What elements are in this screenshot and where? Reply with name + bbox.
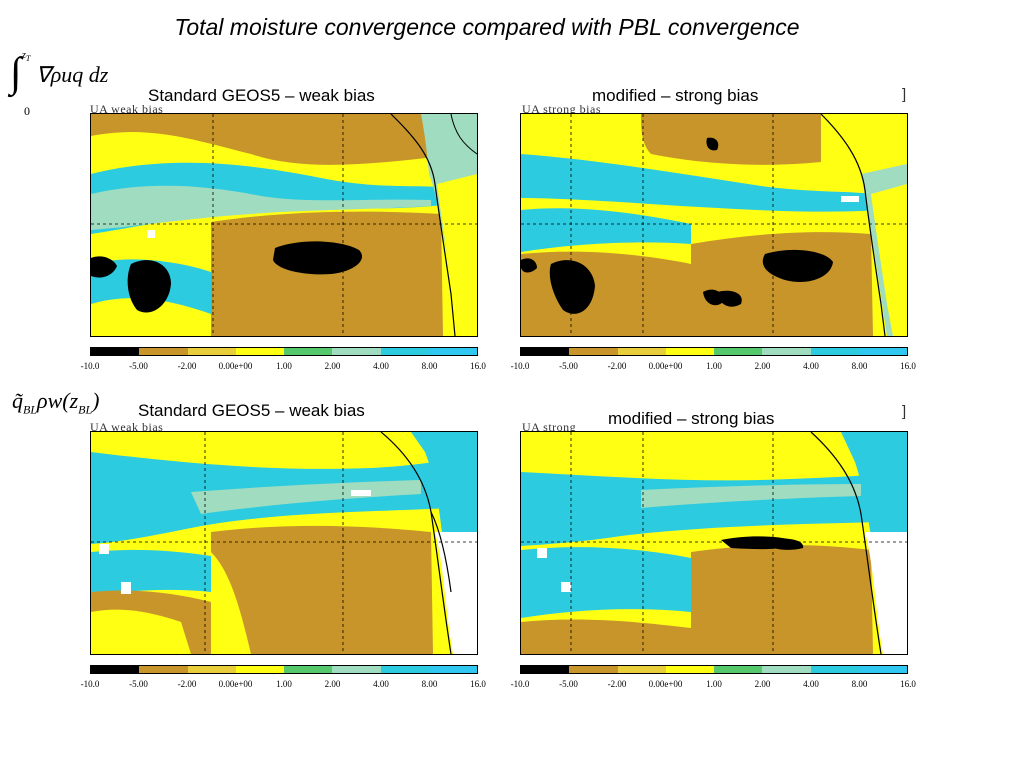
colorbar-tick-label: 2.00	[754, 679, 771, 689]
panel-label-top-right: modified – strong bias	[592, 86, 759, 105]
colorbar-segment	[617, 666, 666, 673]
panel-header-bottom-right: UA strong	[522, 420, 577, 434]
map-panel-top-left	[90, 113, 478, 337]
colorbar-tick-label: 2.00	[324, 361, 341, 371]
colorbar-tick-label: 4.00	[803, 679, 819, 689]
colorbar-segment	[139, 348, 188, 355]
colorbar-segment	[665, 666, 714, 673]
colorbar-segment	[139, 666, 188, 673]
colorbar-tick-label: -10.0	[80, 361, 100, 371]
colorbar-tick-label: -2.00	[607, 361, 627, 371]
colorbar-tick-label: 0.00e+00	[218, 361, 253, 371]
colorbar-bottom-right	[520, 665, 908, 674]
colorbar-tick-label: -10.0	[510, 679, 530, 689]
integral-sign: ∫	[10, 50, 22, 96]
colorbar-ticks-top-left: -10.0 -5.00 -2.00 0.00e+00 1.00 2.00 4.00 8.00 1…	[81, 361, 486, 373]
colorbar-tick-label: 1.00	[706, 679, 722, 689]
map-panel-bottom-right	[520, 431, 908, 655]
colorbar-tick-label: 8.00	[421, 361, 438, 371]
colorbar-tick-label: 16.0	[470, 361, 486, 371]
panel-header-bottom-left: UA weak bias	[90, 420, 164, 434]
colorbar-segment	[569, 666, 618, 673]
panel-label-top-left: Standard GEOS5 – weak bias	[148, 86, 375, 105]
colorbar-segment	[521, 666, 570, 673]
colorbar-segment	[569, 348, 618, 355]
colorbar-tick-label: -5.00	[129, 361, 148, 371]
colorbar-tick-label: -10.0	[510, 361, 530, 371]
colorbar-tick-label: 0.00e+00	[648, 361, 683, 371]
colorbar-segment	[332, 348, 381, 355]
map-panel-bottom-left	[90, 431, 478, 655]
colorbar-tick-label: 2.00	[324, 679, 341, 689]
panel-header-top-right: UA strong bias	[522, 102, 601, 116]
colorbar-ticks-bottom-right: -10.0 -5.00 -2.00 0.00e+00 1.00 2.00 4.00 8.00 1…	[511, 679, 916, 691]
colorbar-tick-label: -5.00	[559, 679, 578, 689]
colorbar-tick-label: 1.00	[276, 679, 292, 689]
colorbar-top-left	[90, 347, 478, 356]
colorbar-top-right	[520, 347, 908, 356]
colorbar-segment	[187, 666, 236, 673]
integral-lower-limit: 0	[24, 104, 30, 118]
colorbar-segment	[187, 348, 236, 355]
colorbar-tick-label: -5.00	[559, 361, 578, 371]
colorbar-tick-label: 16.0	[900, 679, 916, 689]
colorbar-ticks-bottom-left: -10.0 -5.00 -2.00 0.00e+00 1.00 2.00 4.00 8.00 1…	[81, 679, 486, 691]
colorbar-tick-label: 2.00	[754, 361, 771, 371]
bracket-mark-bottom: ]	[902, 403, 907, 420]
colorbar-tick-label: 16.0	[900, 361, 916, 371]
colorbar-tick-label: 4.00	[373, 361, 389, 371]
colorbar-tick-label: 1.00	[276, 361, 292, 371]
colorbar-tick-label: 8.00	[421, 679, 438, 689]
colorbar-tick-label: 4.00	[373, 679, 389, 689]
colorbar-segment	[858, 348, 907, 355]
colorbar-segment	[380, 666, 429, 673]
panel-label-bottom-right: modified – strong bias	[608, 409, 775, 428]
colorbar-segment	[762, 348, 811, 355]
colorbar-tick-label: 1.00	[706, 361, 722, 371]
colorbar-segment	[714, 666, 763, 673]
integral-body: ∇ρuq dz	[36, 62, 109, 87]
colorbar-bottom-left	[90, 665, 478, 674]
colorbar-tick-label: 8.00	[851, 361, 868, 371]
colorbar-tick-label: 0.00e+00	[648, 679, 683, 689]
colorbar-ticks-top-right: -10.0 -5.00 -2.00 0.00e+00 1.00 2.00 4.00 8.00 1…	[511, 361, 916, 373]
colorbar-tick-label: 0.00e+00	[218, 679, 253, 689]
colorbar-tick-label: 16.0	[470, 679, 486, 689]
integral-upper-limit: zT	[22, 50, 31, 63]
panel-label-bottom-left: Standard GEOS5 – weak bias	[138, 401, 365, 420]
colorbar-segment	[617, 348, 666, 355]
colorbar-tick-label: -10.0	[80, 679, 100, 689]
colorbar-segment	[284, 666, 333, 673]
integral-equation: ∫ zT 0 ∇ρuq dz	[10, 50, 130, 120]
colorbar-tick-label: 4.00	[803, 361, 819, 371]
colorbar-segment	[714, 348, 763, 355]
colorbar-segment	[380, 348, 429, 355]
colorbar-tick-label: -2.00	[177, 361, 197, 371]
colorbar-segment	[521, 348, 570, 355]
colorbar-segment	[284, 348, 333, 355]
colorbar-segment	[91, 666, 140, 673]
map-panel-top-right	[520, 113, 908, 337]
colorbar-segment	[332, 666, 381, 673]
colorbar-segment	[428, 666, 477, 673]
colorbar-tick-label: -5.00	[129, 679, 148, 689]
colorbar-tick-label: -2.00	[177, 679, 197, 689]
colorbar-tick-label: -2.00	[607, 679, 627, 689]
pbl-equation: q̃BLρw(zBL)	[12, 388, 100, 417]
colorbar-segment	[810, 666, 859, 673]
colorbar-segment	[235, 666, 284, 673]
panel-header-top-left: UA weak bias	[90, 102, 164, 116]
colorbar-segment	[428, 348, 477, 355]
slide-title: Total moisture convergence compared with…	[174, 14, 800, 40]
colorbar-segment	[91, 348, 140, 355]
colorbar-segment	[235, 348, 284, 355]
colorbar-segment	[762, 666, 811, 673]
colorbar-tick-label: 8.00	[851, 679, 868, 689]
bracket-mark-top: ]	[902, 86, 907, 103]
colorbar-segment	[810, 348, 859, 355]
colorbar-segment	[665, 348, 714, 355]
colorbar-segment	[858, 666, 907, 673]
